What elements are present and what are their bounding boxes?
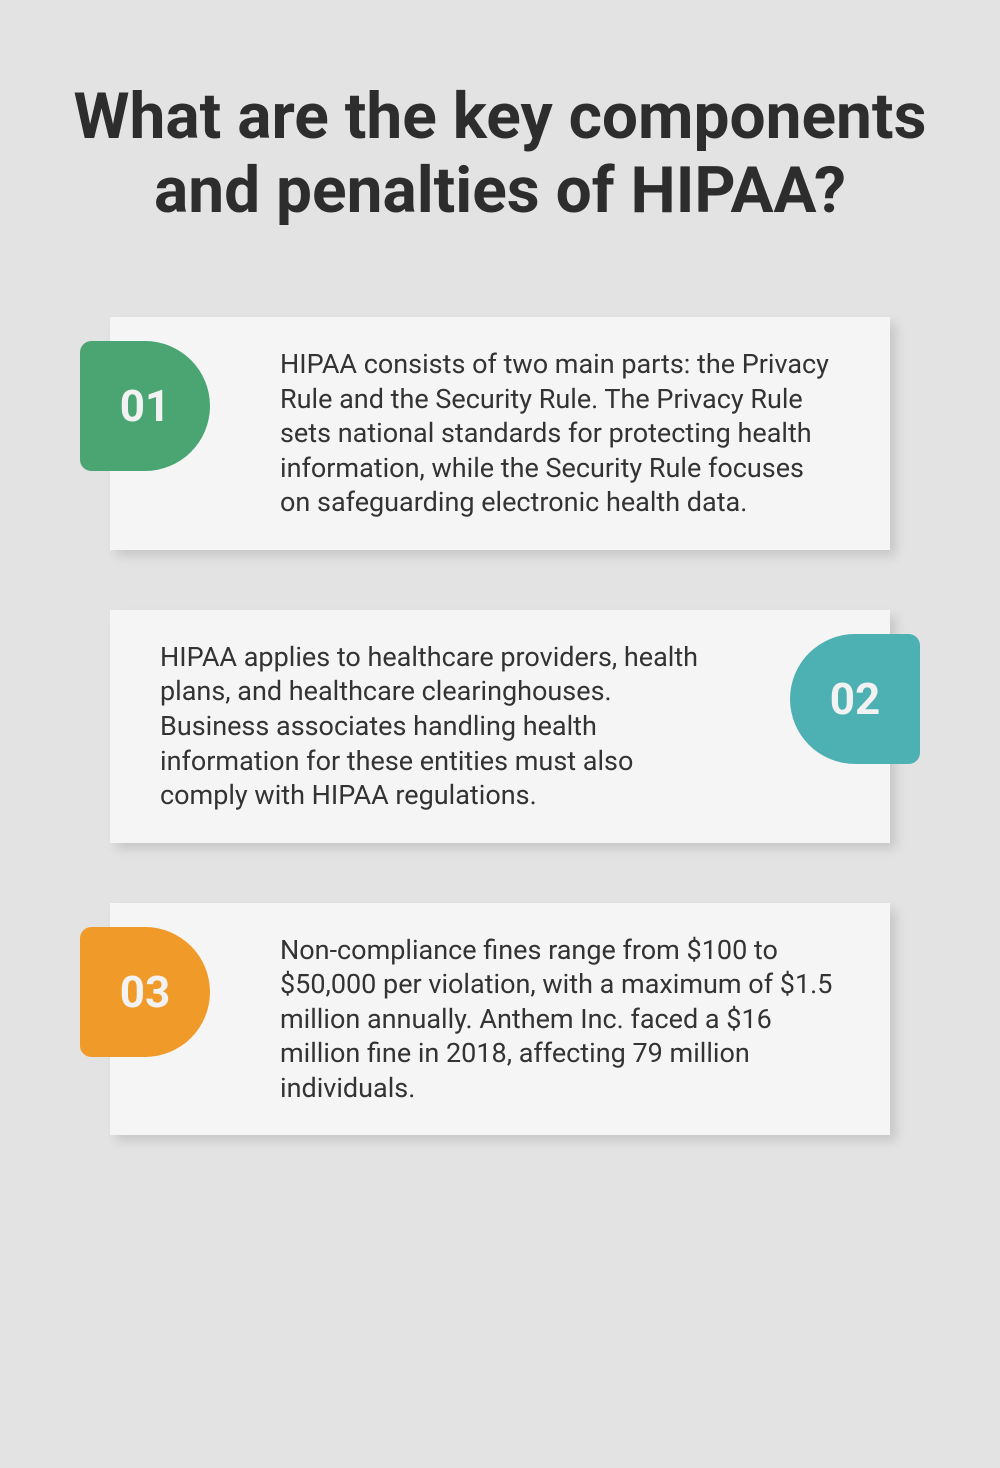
info-card: 02 HIPAA applies to healthcare providers… xyxy=(110,610,890,843)
card-text: HIPAA applies to healthcare providers, h… xyxy=(160,640,720,813)
info-card: 01 HIPAA consists of two main parts: the… xyxy=(110,317,890,550)
number-badge-03: 03 xyxy=(80,927,210,1057)
number-badge-02: 02 xyxy=(790,634,920,764)
card-text: HIPAA consists of two main parts: the Pr… xyxy=(280,347,840,520)
page-title: What are the key components and penaltie… xyxy=(60,80,940,227)
card-text: Non-compliance fines range from $100 to … xyxy=(280,933,840,1106)
info-card: 03 Non-compliance fines range from $100 … xyxy=(110,903,890,1136)
number-badge-01: 01 xyxy=(80,341,210,471)
